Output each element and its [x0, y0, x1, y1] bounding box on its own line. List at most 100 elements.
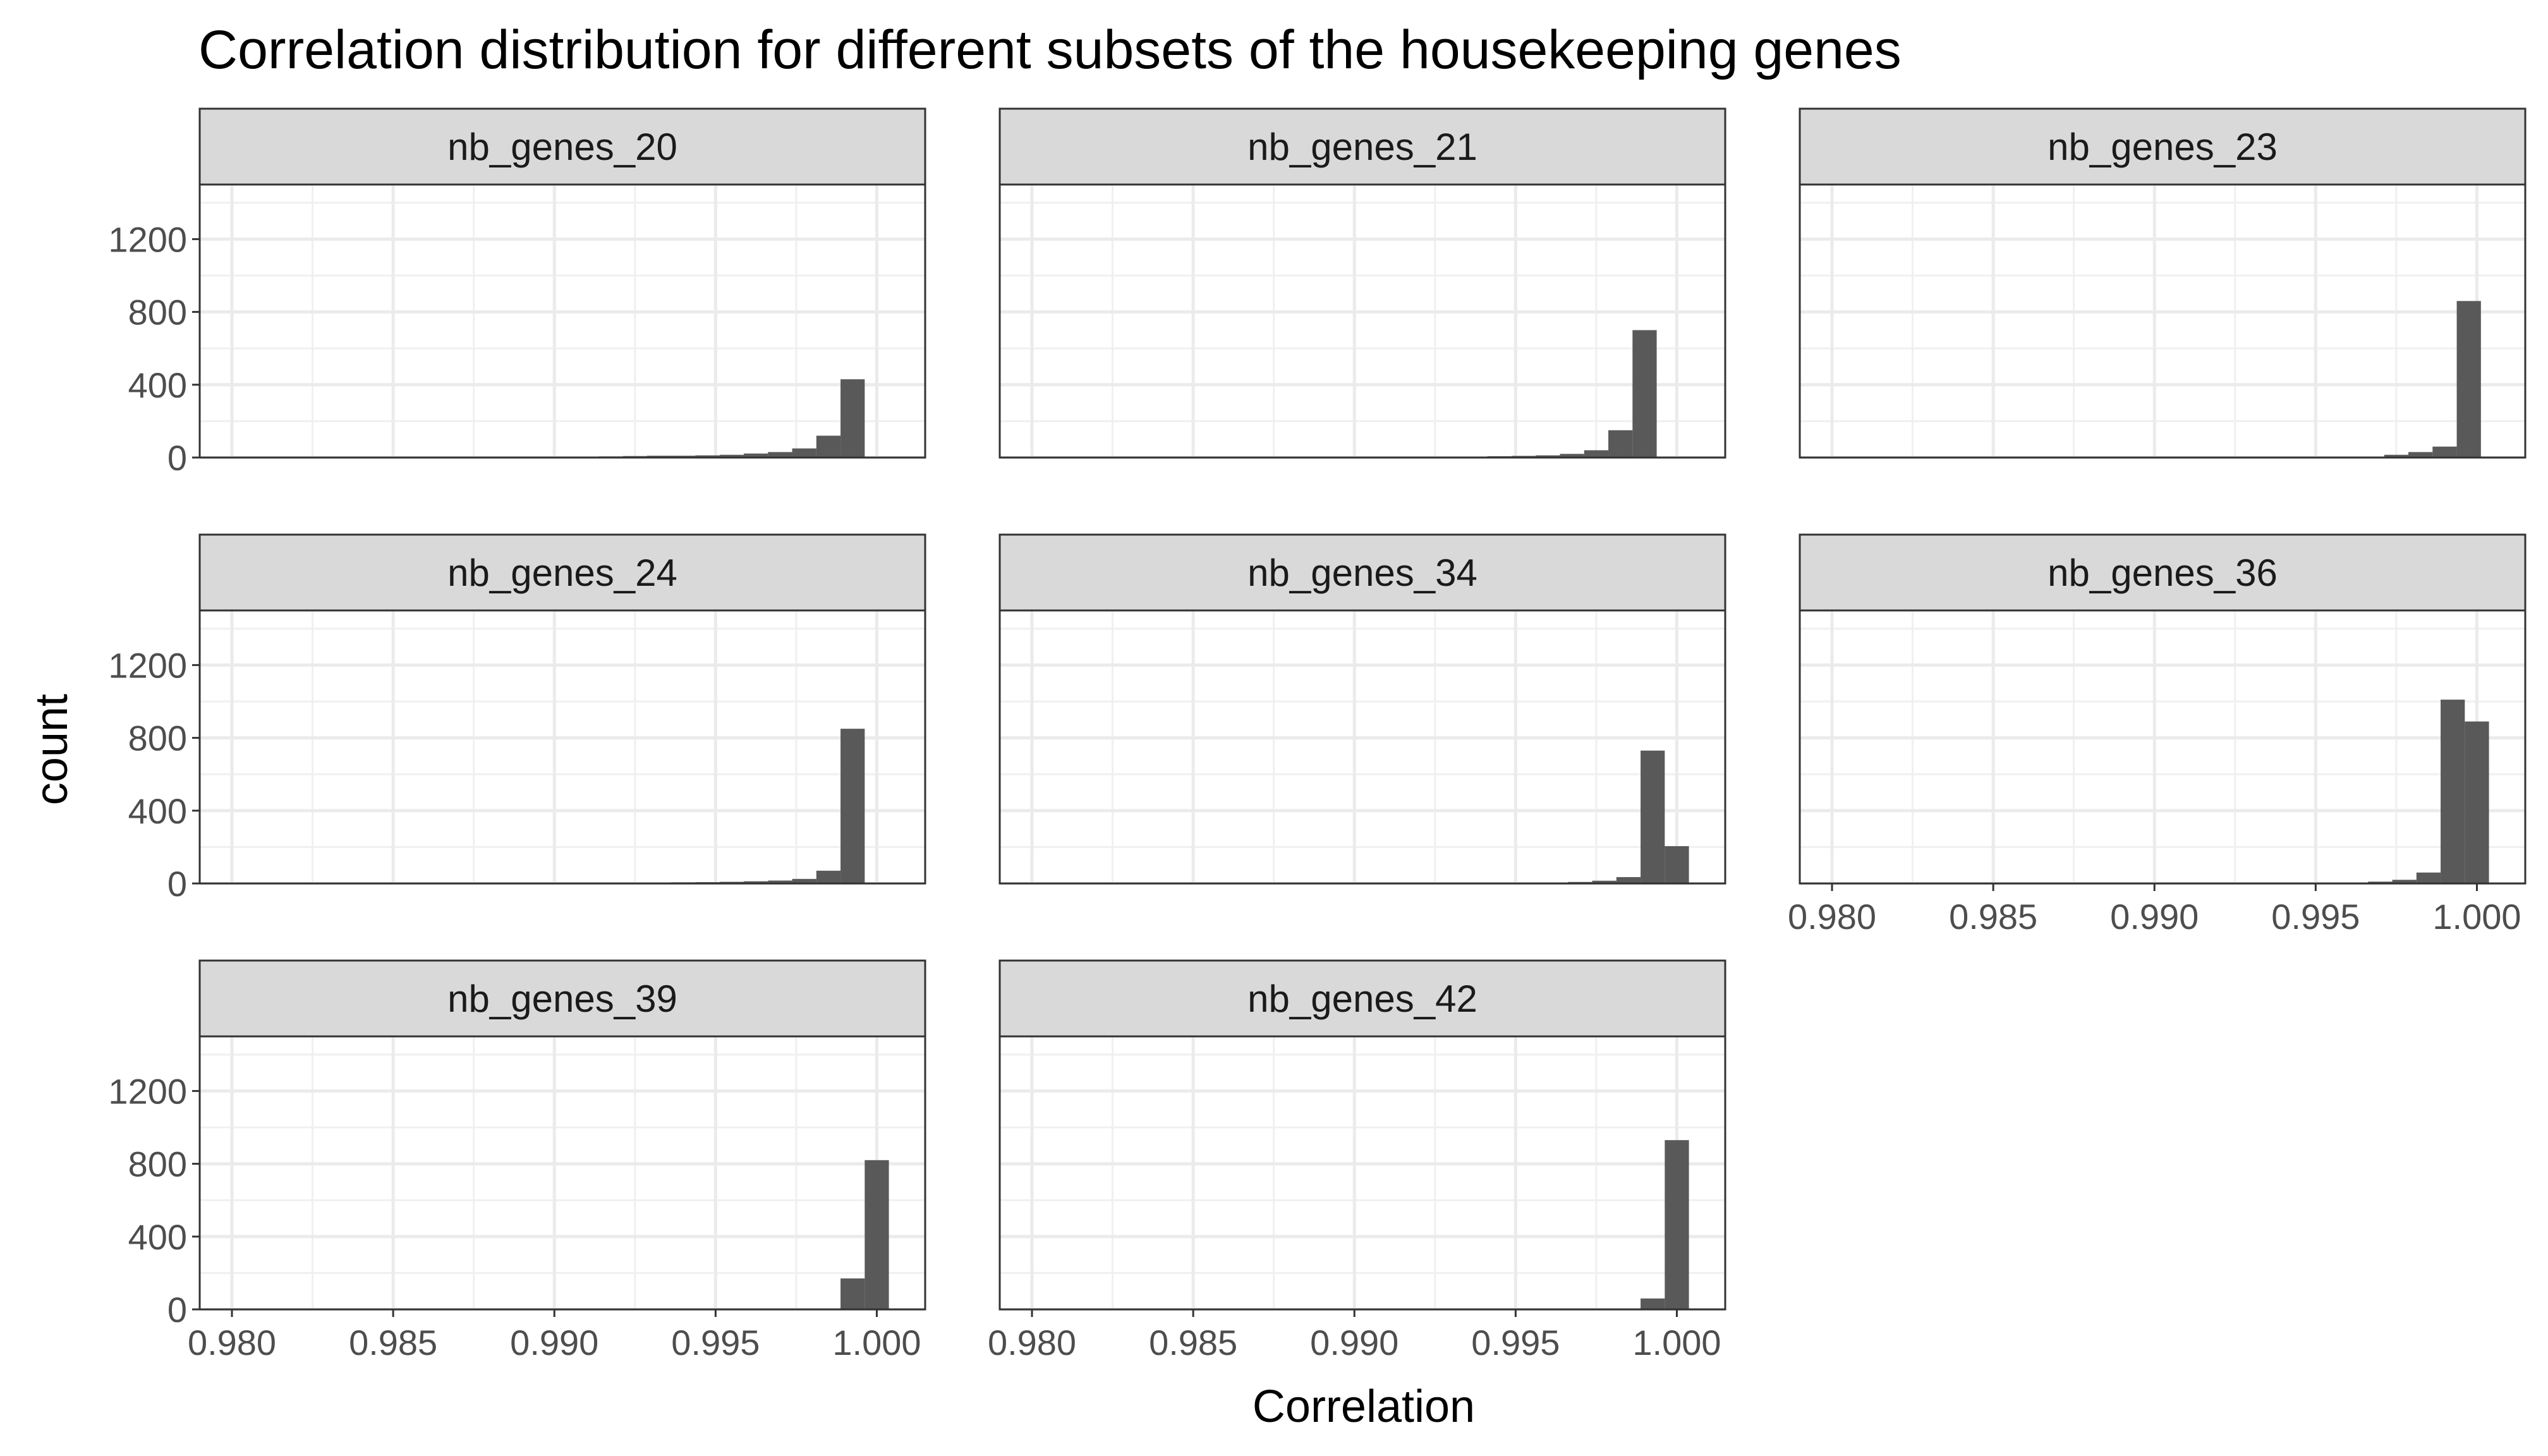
histogram-bar	[2456, 301, 2481, 458]
y-tick-label: 400	[128, 1217, 187, 1257]
y-tick-label: 1200	[108, 1071, 187, 1111]
facet-strip	[1799, 533, 2527, 612]
histogram-bar	[768, 452, 792, 458]
facet-label: nb_genes_21	[1247, 126, 1477, 168]
facet-label: nb_genes_42	[1247, 978, 1477, 1020]
histogram-bar	[1641, 1298, 1665, 1309]
histogram-bar	[864, 1160, 889, 1309]
histogram-bar	[840, 729, 865, 883]
histogram-bar	[2416, 872, 2441, 883]
facet-strip	[998, 107, 1726, 186]
facet-panels: nb_genes_20 0 400 800 1200 nb_genes_21 nb_gene…	[108, 107, 2527, 1362]
x-tick-label: 1.000	[1632, 1323, 1721, 1362]
histogram-bar	[719, 454, 744, 458]
panel-border	[998, 183, 1726, 459]
y-tick-label: 0	[167, 1290, 187, 1330]
histogram-bar	[1641, 750, 1665, 883]
histogram-bar	[1560, 454, 1584, 458]
facet-panel: nb_genes_39 0 400 800 1200 0.980 0.985 0.990 0.9…	[108, 959, 926, 1362]
x-tick-label: 0.985	[349, 1323, 437, 1362]
histogram-bar	[2465, 721, 2489, 883]
x-tick-label: 1.000	[2432, 897, 2521, 937]
x-tick-label: 0.980	[188, 1323, 276, 1362]
y-tick-label: 800	[128, 293, 187, 332]
facet-panel: nb_genes_21	[998, 107, 1726, 459]
panel-background	[200, 1036, 925, 1309]
facet-panel: nb_genes_24 0 400 800 1200	[108, 533, 926, 904]
histogram-bar	[840, 379, 865, 458]
histogram-bar	[1665, 1140, 1689, 1309]
facet-label: nb_genes_20	[447, 126, 677, 168]
histogram-bar	[1616, 877, 1641, 883]
histogram-bar	[1665, 846, 1689, 883]
histogram-bar	[1608, 430, 1633, 458]
histogram-bar	[2408, 452, 2433, 458]
y-tick-label: 1200	[108, 219, 187, 259]
facet-label: nb_genes_23	[2048, 126, 2278, 168]
histogram-bar	[744, 881, 768, 883]
facet-strip	[198, 107, 926, 186]
histogram-bar	[816, 870, 841, 883]
panel-background	[1000, 1036, 1725, 1309]
panel-border	[198, 609, 926, 885]
x-tick-label: 0.980	[988, 1323, 1076, 1362]
x-tick-label: 0.990	[510, 1323, 598, 1362]
y-tick-label: 0	[167, 864, 187, 904]
facet-panel: nb_genes_34	[998, 533, 1726, 885]
histogram-bar	[840, 1278, 865, 1309]
y-tick-label: 1200	[108, 645, 187, 685]
histogram-bar	[2384, 454, 2409, 458]
facet-panel: nb_genes_36 0.980 0.985 0.990 0.995 1.000	[1788, 533, 2527, 937]
histogram-bar	[2441, 700, 2465, 883]
panel-border	[198, 1035, 926, 1311]
facet-strip	[198, 533, 926, 612]
panel-border	[198, 183, 926, 459]
y-tick-label: 400	[128, 791, 187, 831]
x-tick-label: 1.000	[832, 1323, 921, 1362]
histogram-bar	[768, 880, 792, 883]
x-axis-title: Correlation	[1253, 1381, 1475, 1432]
facet-label: nb_genes_34	[1247, 552, 1477, 594]
facet-label: nb_genes_36	[2048, 552, 2278, 594]
panel-border	[1799, 609, 2527, 885]
x-tick-label: 0.995	[1471, 1323, 1560, 1362]
histogram-bar	[2392, 880, 2417, 883]
y-tick-label: 800	[128, 719, 187, 758]
panel-border	[998, 1035, 1726, 1311]
histogram-bar	[792, 448, 816, 458]
facet-strip	[998, 959, 1726, 1038]
histogram-bar	[1584, 450, 1609, 458]
panel-background	[1800, 185, 2525, 458]
histogram-bar	[1632, 330, 1657, 458]
panel-background	[1000, 185, 1725, 458]
facet-label: nb_genes_24	[447, 552, 677, 594]
y-tick-label: 0	[167, 438, 187, 478]
histogram-bar	[2432, 446, 2457, 458]
x-tick-label: 0.985	[1149, 1323, 1237, 1362]
facet-label: nb_genes_39	[447, 978, 677, 1020]
histogram-bar	[744, 453, 768, 458]
x-tick-label: 0.990	[2110, 897, 2199, 937]
panel-background	[1000, 610, 1725, 883]
panel-border	[998, 609, 1726, 885]
panel-background	[1800, 610, 2525, 883]
histogram-bar	[1592, 880, 1617, 883]
facet-panel: nb_genes_42 0.980 0.985 0.990 0.995 1.000	[988, 959, 1726, 1362]
facet-strip	[198, 959, 926, 1038]
facet-panel: nb_genes_20 0 400 800 1200	[108, 107, 926, 478]
x-tick-label: 0.985	[1949, 897, 2037, 937]
histogram-bar	[816, 435, 841, 458]
histogram-bar	[792, 878, 816, 883]
facet-panel: nb_genes_23	[1799, 107, 2527, 459]
histogram-bar	[695, 455, 720, 458]
panel-background	[200, 610, 925, 883]
x-tick-label: 0.980	[1788, 897, 1876, 937]
x-tick-label: 0.995	[671, 1323, 760, 1362]
chart-title: Correlation distribution for different s…	[198, 20, 1902, 80]
panel-background	[200, 185, 925, 458]
x-tick-label: 0.995	[2271, 897, 2360, 937]
y-tick-label: 400	[128, 365, 187, 405]
x-tick-label: 0.990	[1310, 1323, 1398, 1362]
histogram-bar	[1536, 455, 1560, 458]
